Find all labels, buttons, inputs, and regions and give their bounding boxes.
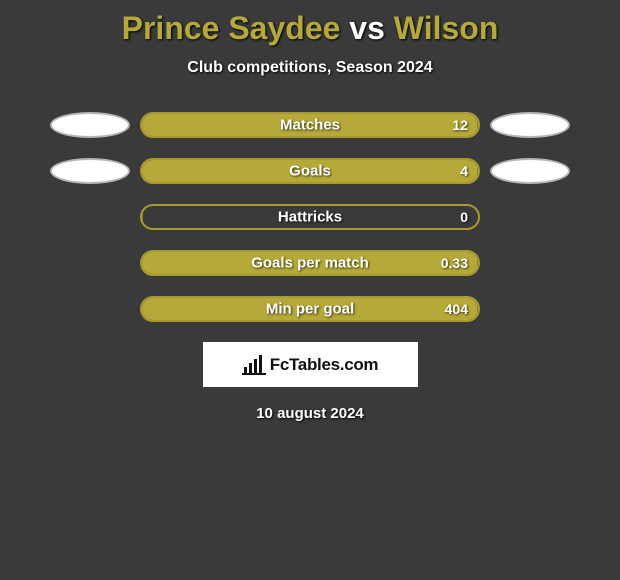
bar-value: 0 [460,209,468,225]
stat-bar: Goals per match 0.33 [140,250,480,276]
bar-value: 4 [460,163,468,179]
stat-row: Goals per match 0.33 [0,250,620,276]
bar-label: Goals [289,163,331,180]
footer-date: 10 august 2024 [0,405,620,422]
bar-label: Hattricks [278,209,342,226]
right-pill [490,158,570,184]
page-title: Prince Saydee vs Wilson [0,0,620,47]
bar-fill [142,206,143,228]
stat-bar: Matches 12 [140,112,480,138]
right-pill [490,112,570,138]
logo-box: FcTables.com [203,342,418,387]
bar-label: Goals per match [251,255,369,272]
left-pill [50,158,130,184]
bar-value: 404 [445,301,468,317]
stats-area: Matches 12 Goals 4 Hattricks 0 Goals per match… [0,112,620,322]
stat-bar: Hattricks 0 [140,204,480,230]
bar-value: 0.33 [441,255,468,271]
subtitle: Club competitions, Season 2024 [0,59,620,77]
player2-name: Wilson [394,10,499,46]
stat-row: Matches 12 [0,112,620,138]
bar-label: Matches [280,117,340,134]
stat-row: Min per goal 404 [0,296,620,322]
bar-label: Min per goal [266,301,354,318]
stat-row: Goals 4 [0,158,620,184]
stat-bar: Goals 4 [140,158,480,184]
barchart-icon [242,355,266,375]
player1-name: Prince Saydee [122,10,341,46]
logo-text: FcTables.com [270,355,379,375]
vs-text: vs [349,10,385,46]
bar-value: 12 [452,117,468,133]
stat-row: Hattricks 0 [0,204,620,230]
left-pill [50,112,130,138]
stat-bar: Min per goal 404 [140,296,480,322]
